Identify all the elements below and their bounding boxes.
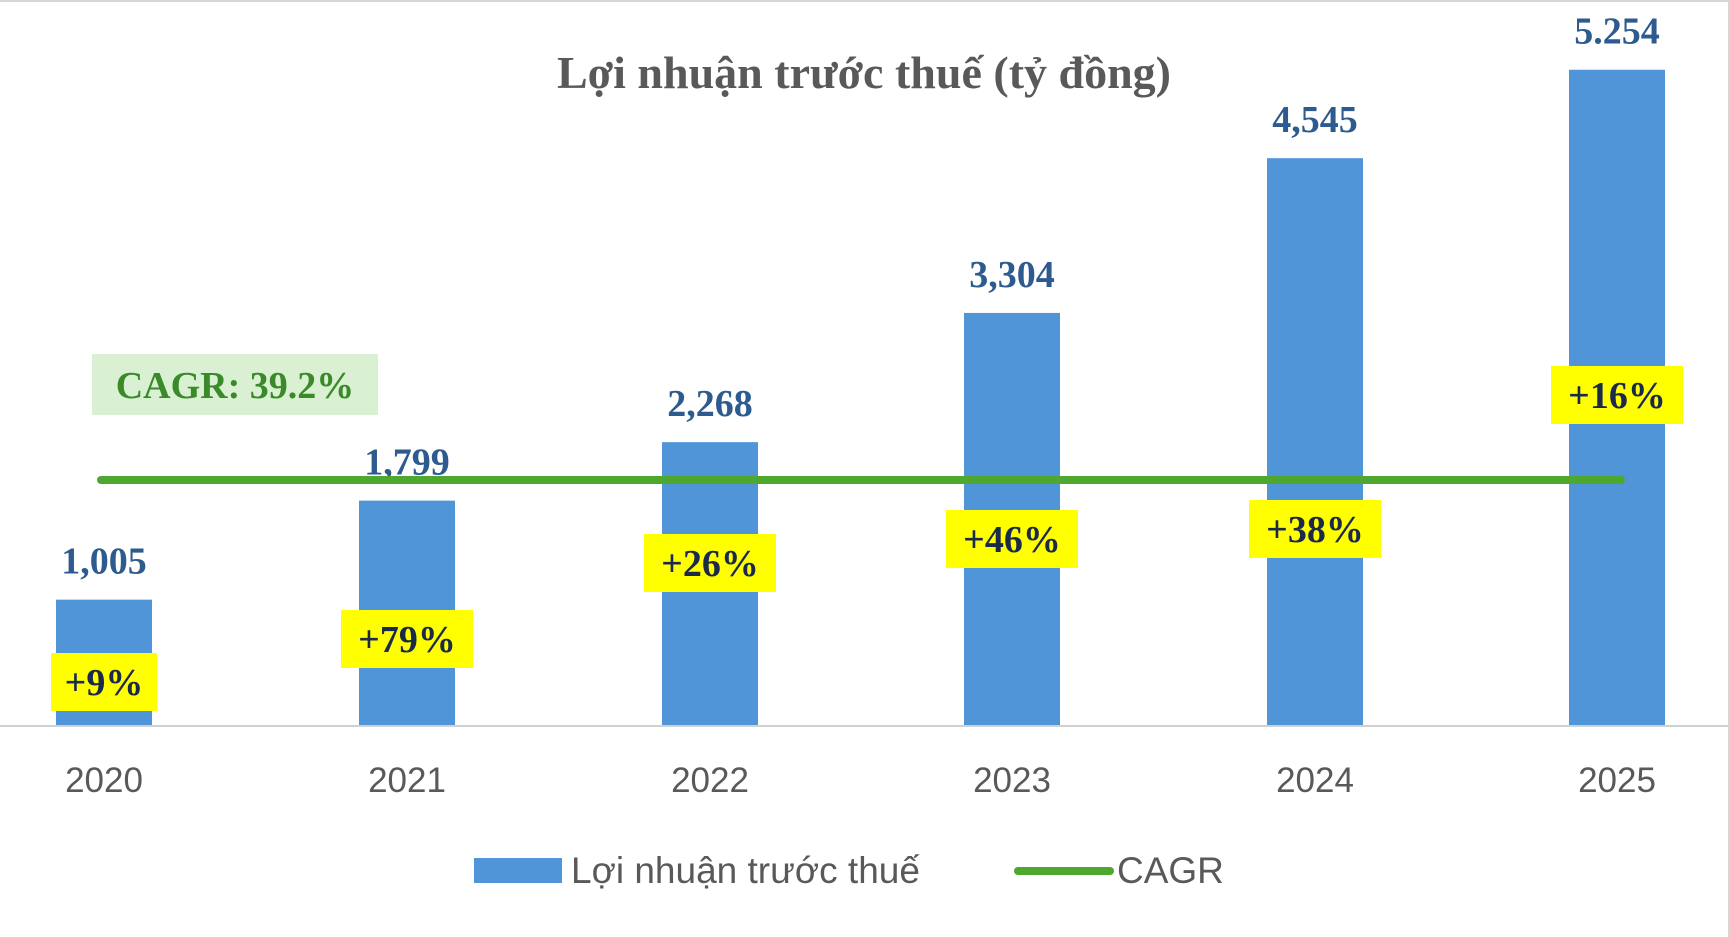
value-label-2022: 2,268	[667, 383, 753, 425]
cagr-annotation: CAGR: 39.2%	[92, 354, 378, 415]
growth-label-2025: +16%	[1568, 375, 1666, 417]
growth-label-group: +9% +79% +26% +46% +38% +16%	[51, 366, 1683, 711]
growth-label-2020: +9%	[65, 662, 144, 704]
legend-label-cagr: CAGR	[1117, 850, 1224, 891]
value-label-2024: 4,545	[1272, 99, 1358, 141]
x-tick-2025: 2025	[1578, 761, 1656, 800]
chart-title: Lợi nhuận trước thuế (tỷ đồng)	[557, 47, 1171, 98]
legend-label-profit: Lợi nhuận trước thuế	[571, 850, 920, 891]
growth-label-2023: +46%	[963, 519, 1061, 561]
x-tick-2022: 2022	[671, 761, 749, 800]
legend: Lợi nhuận trước thuế CAGR	[474, 850, 1224, 891]
x-tick-2024: 2024	[1276, 761, 1354, 800]
cagr-annotation-box	[92, 354, 378, 415]
value-label-2025: 5.254	[1574, 11, 1660, 53]
x-tick-labels: 2020 2021 2022 2023 2024 2025	[65, 761, 1656, 800]
value-label-2023: 3,304	[969, 254, 1055, 296]
x-tick-2023: 2023	[973, 761, 1051, 800]
legend-swatch-profit	[474, 858, 562, 883]
value-label-2020: 1,005	[61, 541, 147, 583]
growth-label-box-2023	[946, 510, 1078, 568]
growth-label-box-2025	[1551, 366, 1683, 424]
x-tick-2020: 2020	[65, 761, 143, 800]
growth-label-2024: +38%	[1266, 509, 1364, 551]
growth-label-box-2024	[1249, 500, 1381, 558]
growth-label-2022: +26%	[661, 543, 759, 585]
bar-2024	[1267, 158, 1363, 725]
cagr-annotation-text: CAGR: 39.2%	[116, 365, 355, 407]
x-tick-2021: 2021	[368, 761, 446, 800]
growth-label-2021: +79%	[358, 619, 456, 661]
growth-label-box-2021	[341, 610, 473, 668]
growth-label-box-2022	[644, 534, 776, 592]
growth-label-box-2020	[51, 653, 157, 711]
